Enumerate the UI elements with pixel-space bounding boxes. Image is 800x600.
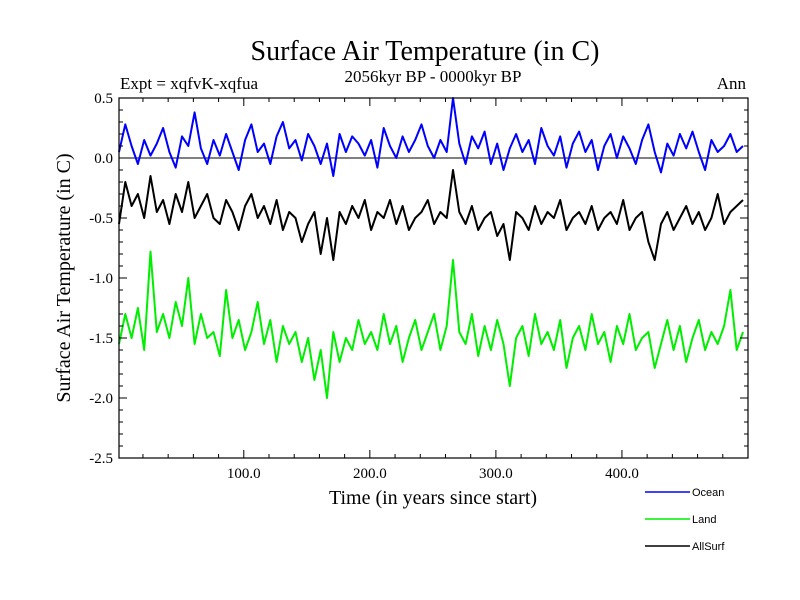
x-tick-label: 200.0 [353, 466, 387, 482]
series-line-allsurf [118, 169, 744, 261]
x-tick-label: 400.0 [605, 466, 639, 482]
y-tick-label: -1.0 [89, 271, 113, 287]
legend-label-land: Land [692, 514, 716, 526]
x-tick-label: 100.0 [227, 466, 261, 482]
y-tick-label: -2.0 [89, 391, 113, 407]
legend-label-ocean: Ocean [692, 487, 724, 499]
y-tick-label: 0.5 [94, 91, 113, 107]
y-axis-label: Surface Air Temperature (in C) [53, 153, 75, 402]
y-tick-label: -0.5 [89, 211, 113, 227]
legend-label-allsurf: AllSurf [692, 541, 725, 553]
chart-title: Surface Air Temperature (in C) [251, 36, 600, 67]
y-tick-label: -2.5 [89, 451, 113, 467]
series-line-ocean [118, 97, 744, 177]
chart-right-label: Ann [717, 74, 747, 93]
x-tick-label: 300.0 [479, 466, 513, 482]
y-tick-label: 0.0 [94, 151, 113, 167]
x-axis-label: Time (in years since start) [329, 487, 537, 509]
chart-left-label: Expt = xqfvK-xqfua [120, 74, 258, 93]
plot-frame [118, 97, 749, 459]
y-tick-label: -1.5 [89, 331, 113, 347]
chart-subtitle: 2056kyr BP - 0000kyr BP [345, 67, 522, 86]
series-line-land [118, 250, 744, 399]
